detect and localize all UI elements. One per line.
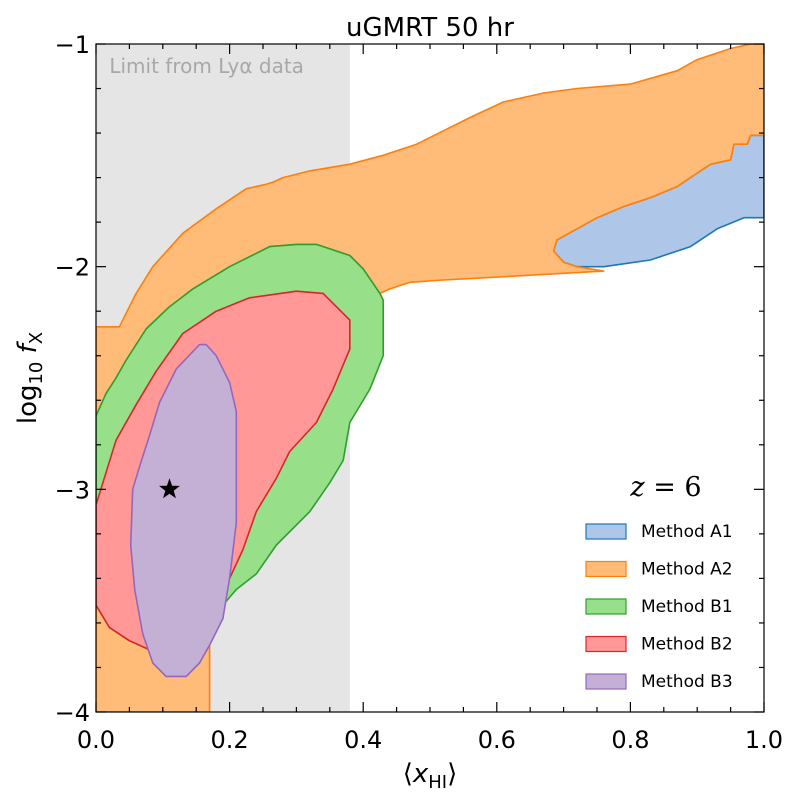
x-axis-label: ⟨xHI⟩ xyxy=(403,759,458,793)
x-tick-label: 0.8 xyxy=(611,726,649,754)
legend-swatch xyxy=(585,673,627,690)
plot-area xyxy=(96,44,764,712)
region-method-b3 xyxy=(129,343,238,678)
lya-limit-label: Limit from Lyα data xyxy=(109,54,304,78)
legend-label: Method B3 xyxy=(641,672,733,692)
y-tick-label: −2 xyxy=(55,254,90,282)
legend-swatch xyxy=(585,598,627,615)
x-tick-label: 0.4 xyxy=(344,726,382,754)
x-tick-label: 0.2 xyxy=(211,726,249,754)
legend: Method A1 Method A2 Method B1 Method B2 Meth… xyxy=(585,522,733,692)
fiducial-star-marker xyxy=(159,478,180,499)
chart-title: uGMRT 50 hr xyxy=(346,13,514,43)
y-tick-label: −3 xyxy=(55,476,90,504)
y-tick-labels: −4 −3 −2 −1 xyxy=(55,31,90,727)
legend-label: Method A2 xyxy=(641,560,733,580)
x-tick-labels: 0.0 0.2 0.4 0.6 0.8 1.0 xyxy=(77,726,783,754)
axis-ticks xyxy=(95,43,765,713)
legend-swatch xyxy=(585,523,627,540)
x-tick-label: 0.0 xyxy=(77,726,115,754)
legend-label: Method B2 xyxy=(641,635,733,655)
y-tick-label: −1 xyxy=(55,31,90,59)
redshift-annotation: z = 6 xyxy=(629,472,701,503)
legend-label: Method A1 xyxy=(641,522,733,542)
confidence-regions xyxy=(96,44,764,712)
y-tick-label: −4 xyxy=(55,699,90,727)
star-icon xyxy=(159,478,180,499)
x-tick-label: 0.6 xyxy=(478,726,516,754)
x-tick-label: 1.0 xyxy=(745,726,783,754)
legend-label: Method B1 xyxy=(641,597,733,617)
legend-swatch xyxy=(585,560,627,578)
legend-swatch xyxy=(585,635,627,653)
y-axis-label: log10 fX xyxy=(13,332,47,424)
region-method-a2 xyxy=(96,44,764,712)
